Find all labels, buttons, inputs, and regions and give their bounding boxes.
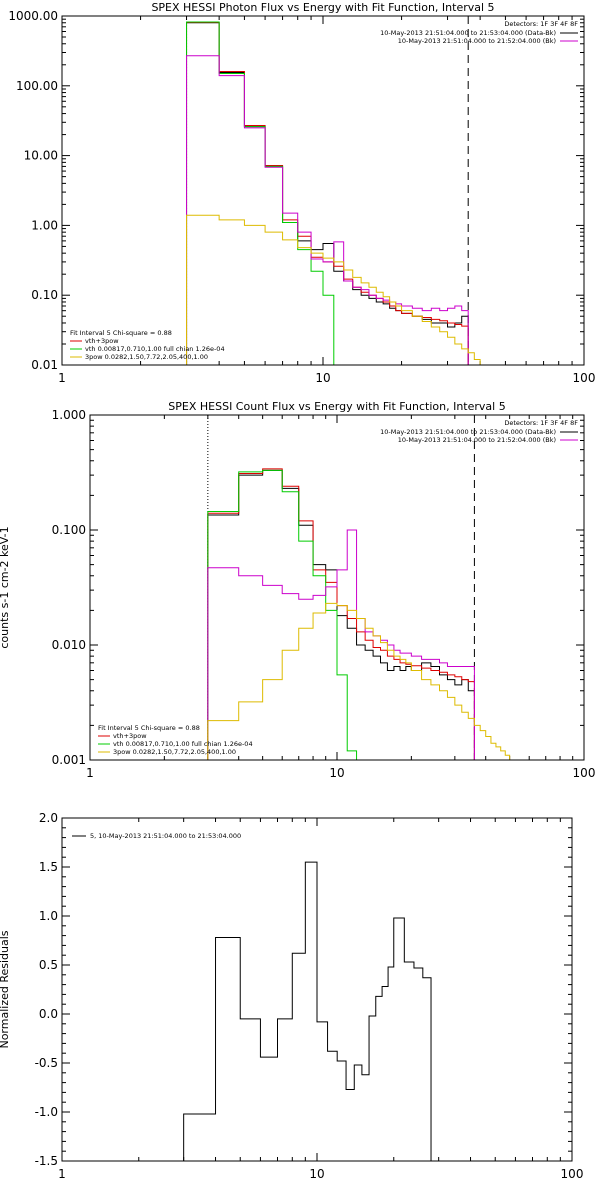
y-tick-label: 1.00 bbox=[31, 218, 58, 232]
plot-frame bbox=[89, 414, 585, 761]
y-tick-label: 0.010 bbox=[52, 638, 86, 652]
x-tick-label: 1 bbox=[58, 371, 66, 385]
x-tick-label: 1 bbox=[86, 766, 94, 780]
panel-1: SPEX HESSI Photon Flux vs Energy with Fi… bbox=[8, 1, 595, 385]
y-tick-label: 0.10 bbox=[31, 288, 58, 302]
series-line-5 bbox=[207, 602, 539, 760]
series-line-5 bbox=[186, 214, 506, 365]
legend-detectors: Detectors: 1F 3F 4F 8F bbox=[504, 20, 578, 28]
series-line-3 bbox=[207, 469, 358, 760]
x-tick-label: 100 bbox=[573, 766, 596, 780]
legend-header: Fit Interval 5 Chi-square = 0.88 bbox=[70, 329, 172, 337]
y-tick-label: 1000.00 bbox=[8, 9, 58, 23]
y-tick-label: -1.5 bbox=[35, 1154, 58, 1168]
y-tick-label: 0.5 bbox=[39, 958, 58, 972]
x-tick-label: 100 bbox=[561, 1167, 584, 1181]
x-tick-label: 10 bbox=[329, 766, 344, 780]
series-group bbox=[183, 861, 432, 1161]
y-tick-label: 100.00 bbox=[16, 79, 58, 93]
y-tick-label: 10.00 bbox=[24, 149, 58, 163]
y-tick-label: 1.0 bbox=[39, 909, 58, 923]
legend-entry: 10-May-2013 21:51:04.000 to 21:52:04.000… bbox=[398, 37, 556, 45]
y-tick-label: 2.0 bbox=[39, 811, 58, 825]
series-group bbox=[207, 468, 539, 760]
legend-entry: vth 0.00817,0.710,1.00 full chian 1.26e-… bbox=[85, 345, 225, 353]
panel-2: SPEX HESSI Count Flux vs Energy with Fit… bbox=[0, 400, 595, 780]
legend-entry: 10-May-2013 21:51:04.000 to 21:53:04.000… bbox=[380, 428, 556, 436]
series-group bbox=[186, 21, 506, 365]
x-tick-label: 10 bbox=[315, 371, 330, 385]
y-axis-label: counts s-1 cm-2 keV-1 bbox=[0, 526, 11, 648]
y-tick-label: 1.5 bbox=[39, 860, 58, 874]
y-tick-label: 0.01 bbox=[31, 358, 58, 372]
plot-frame bbox=[61, 15, 585, 366]
series-line-3 bbox=[186, 21, 345, 365]
series-line-4 bbox=[186, 55, 469, 365]
chart-title: SPEX HESSI Count Flux vs Energy with Fit… bbox=[168, 400, 505, 413]
y-axis-label: Normalized Residuals bbox=[0, 930, 11, 1048]
y-tick-label: -1.0 bbox=[35, 1105, 58, 1119]
y-tick-label: 0.001 bbox=[52, 753, 86, 767]
x-tick-label: 100 bbox=[573, 371, 596, 385]
series-line-1 bbox=[183, 861, 432, 1161]
y-tick-label: 1.000 bbox=[52, 408, 86, 422]
y-tick-label: -0.5 bbox=[35, 1056, 58, 1070]
legend-entry: vth+3pow bbox=[85, 337, 119, 345]
x-tick-label: 1 bbox=[58, 1167, 66, 1181]
legend-detectors: Detectors: 1F 3F 4F 8F bbox=[504, 419, 578, 427]
legend-entry: 3pow 0.0282,1.50,7.72,2.05,400,1.00 bbox=[85, 353, 208, 361]
x-tick-label: 10 bbox=[309, 1167, 324, 1181]
legend-entry: 5, 10-May-2013 21:51:04.000 to 21:53:04.… bbox=[90, 832, 241, 840]
legend-entry: 3pow 0.0282,1.50,7.72,2.05,400,1.00 bbox=[113, 748, 236, 756]
legend-entry: vth 0.00817,0.710,1.00 full chian 1.26e-… bbox=[113, 740, 253, 748]
y-tick-label: 0.100 bbox=[52, 523, 86, 537]
panel-3: Normalized Residuals 1 10 100 -1.5 -1.0 -0.5 0.… bbox=[0, 811, 583, 1181]
legend-header: Fit Interval 5 Chi-square = 0.88 bbox=[98, 724, 200, 732]
y-tick-label: 0.0 bbox=[39, 1007, 58, 1021]
legend-entry: 10-May-2013 21:51:04.000 to 21:53:04.000… bbox=[380, 29, 556, 37]
chart-title: SPEX HESSI Photon Flux vs Energy with Fi… bbox=[151, 1, 494, 14]
legend-entry: 10-May-2013 21:51:04.000 to 21:52:04.000… bbox=[398, 436, 556, 444]
plot-frame bbox=[61, 817, 573, 1162]
legend-entry: vth+3pow bbox=[113, 732, 147, 740]
